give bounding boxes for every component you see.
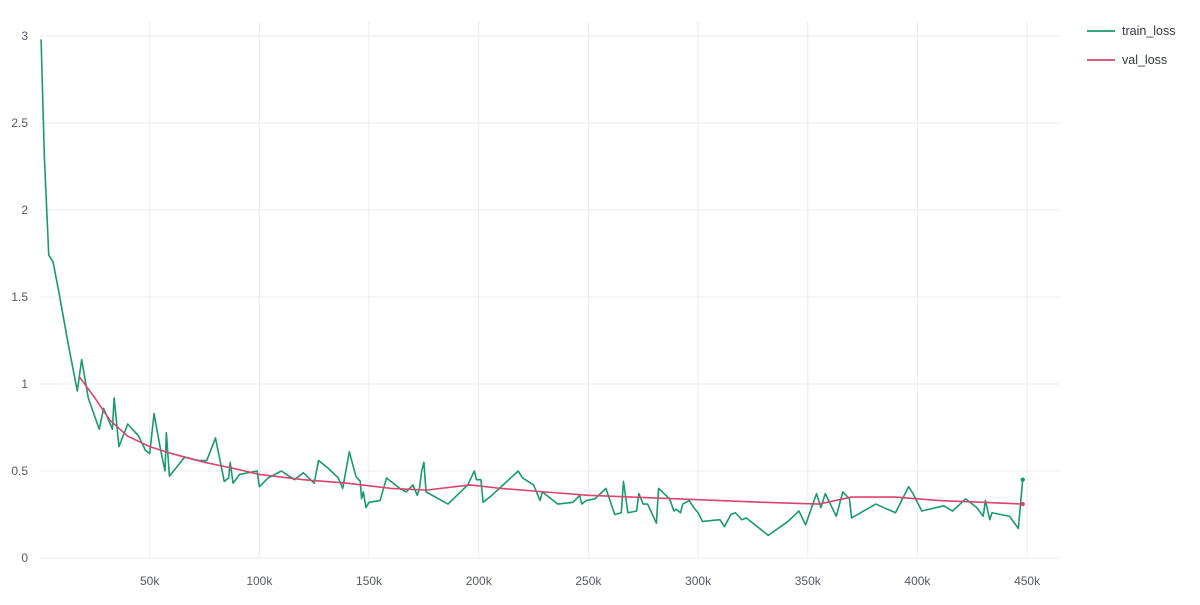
legend-label-val-loss: val_loss	[1122, 53, 1167, 67]
x-tick-label: 250k	[575, 574, 602, 588]
x-tick-label: 350k	[795, 574, 822, 588]
val-loss-line	[78, 376, 1023, 505]
legend-item-train-loss[interactable]: train_loss	[1087, 24, 1176, 38]
x-tick-label: 200k	[466, 574, 493, 588]
x-tick-label: 150k	[356, 574, 383, 588]
x-tick-label: 100k	[246, 574, 273, 588]
val-loss-end-point	[1020, 501, 1025, 507]
x-tick-label: 300k	[685, 574, 712, 588]
train-loss-line	[40, 39, 1024, 537]
grid	[40, 22, 1060, 559]
y-tick-label: 1	[21, 377, 28, 391]
x-tick-label: 50k	[140, 574, 160, 588]
y-tick-label: 2.5	[11, 116, 28, 130]
y-tick-label: 2	[21, 203, 28, 217]
plot-area	[40, 39, 1025, 537]
y-tick-label: 0.5	[11, 464, 28, 478]
x-tick-label: 400k	[904, 574, 931, 588]
legend-label-train-loss: train_loss	[1122, 24, 1176, 38]
y-tick-label: 1.5	[11, 290, 28, 304]
legend-item-val-loss[interactable]: val_loss	[1087, 53, 1167, 67]
y-tick-label: 3	[21, 29, 28, 43]
train-loss-end-point	[1020, 477, 1025, 482]
legend: train_loss val_loss	[1087, 24, 1176, 67]
y-tick-label: 0	[21, 551, 28, 565]
x-tick-label: 450k	[1014, 574, 1041, 588]
